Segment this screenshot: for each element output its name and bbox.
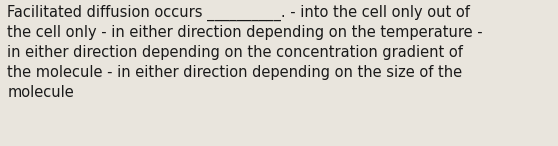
- Text: Facilitated diffusion occurs __________. - into the cell only out of
the cell on: Facilitated diffusion occurs __________.…: [7, 4, 483, 100]
